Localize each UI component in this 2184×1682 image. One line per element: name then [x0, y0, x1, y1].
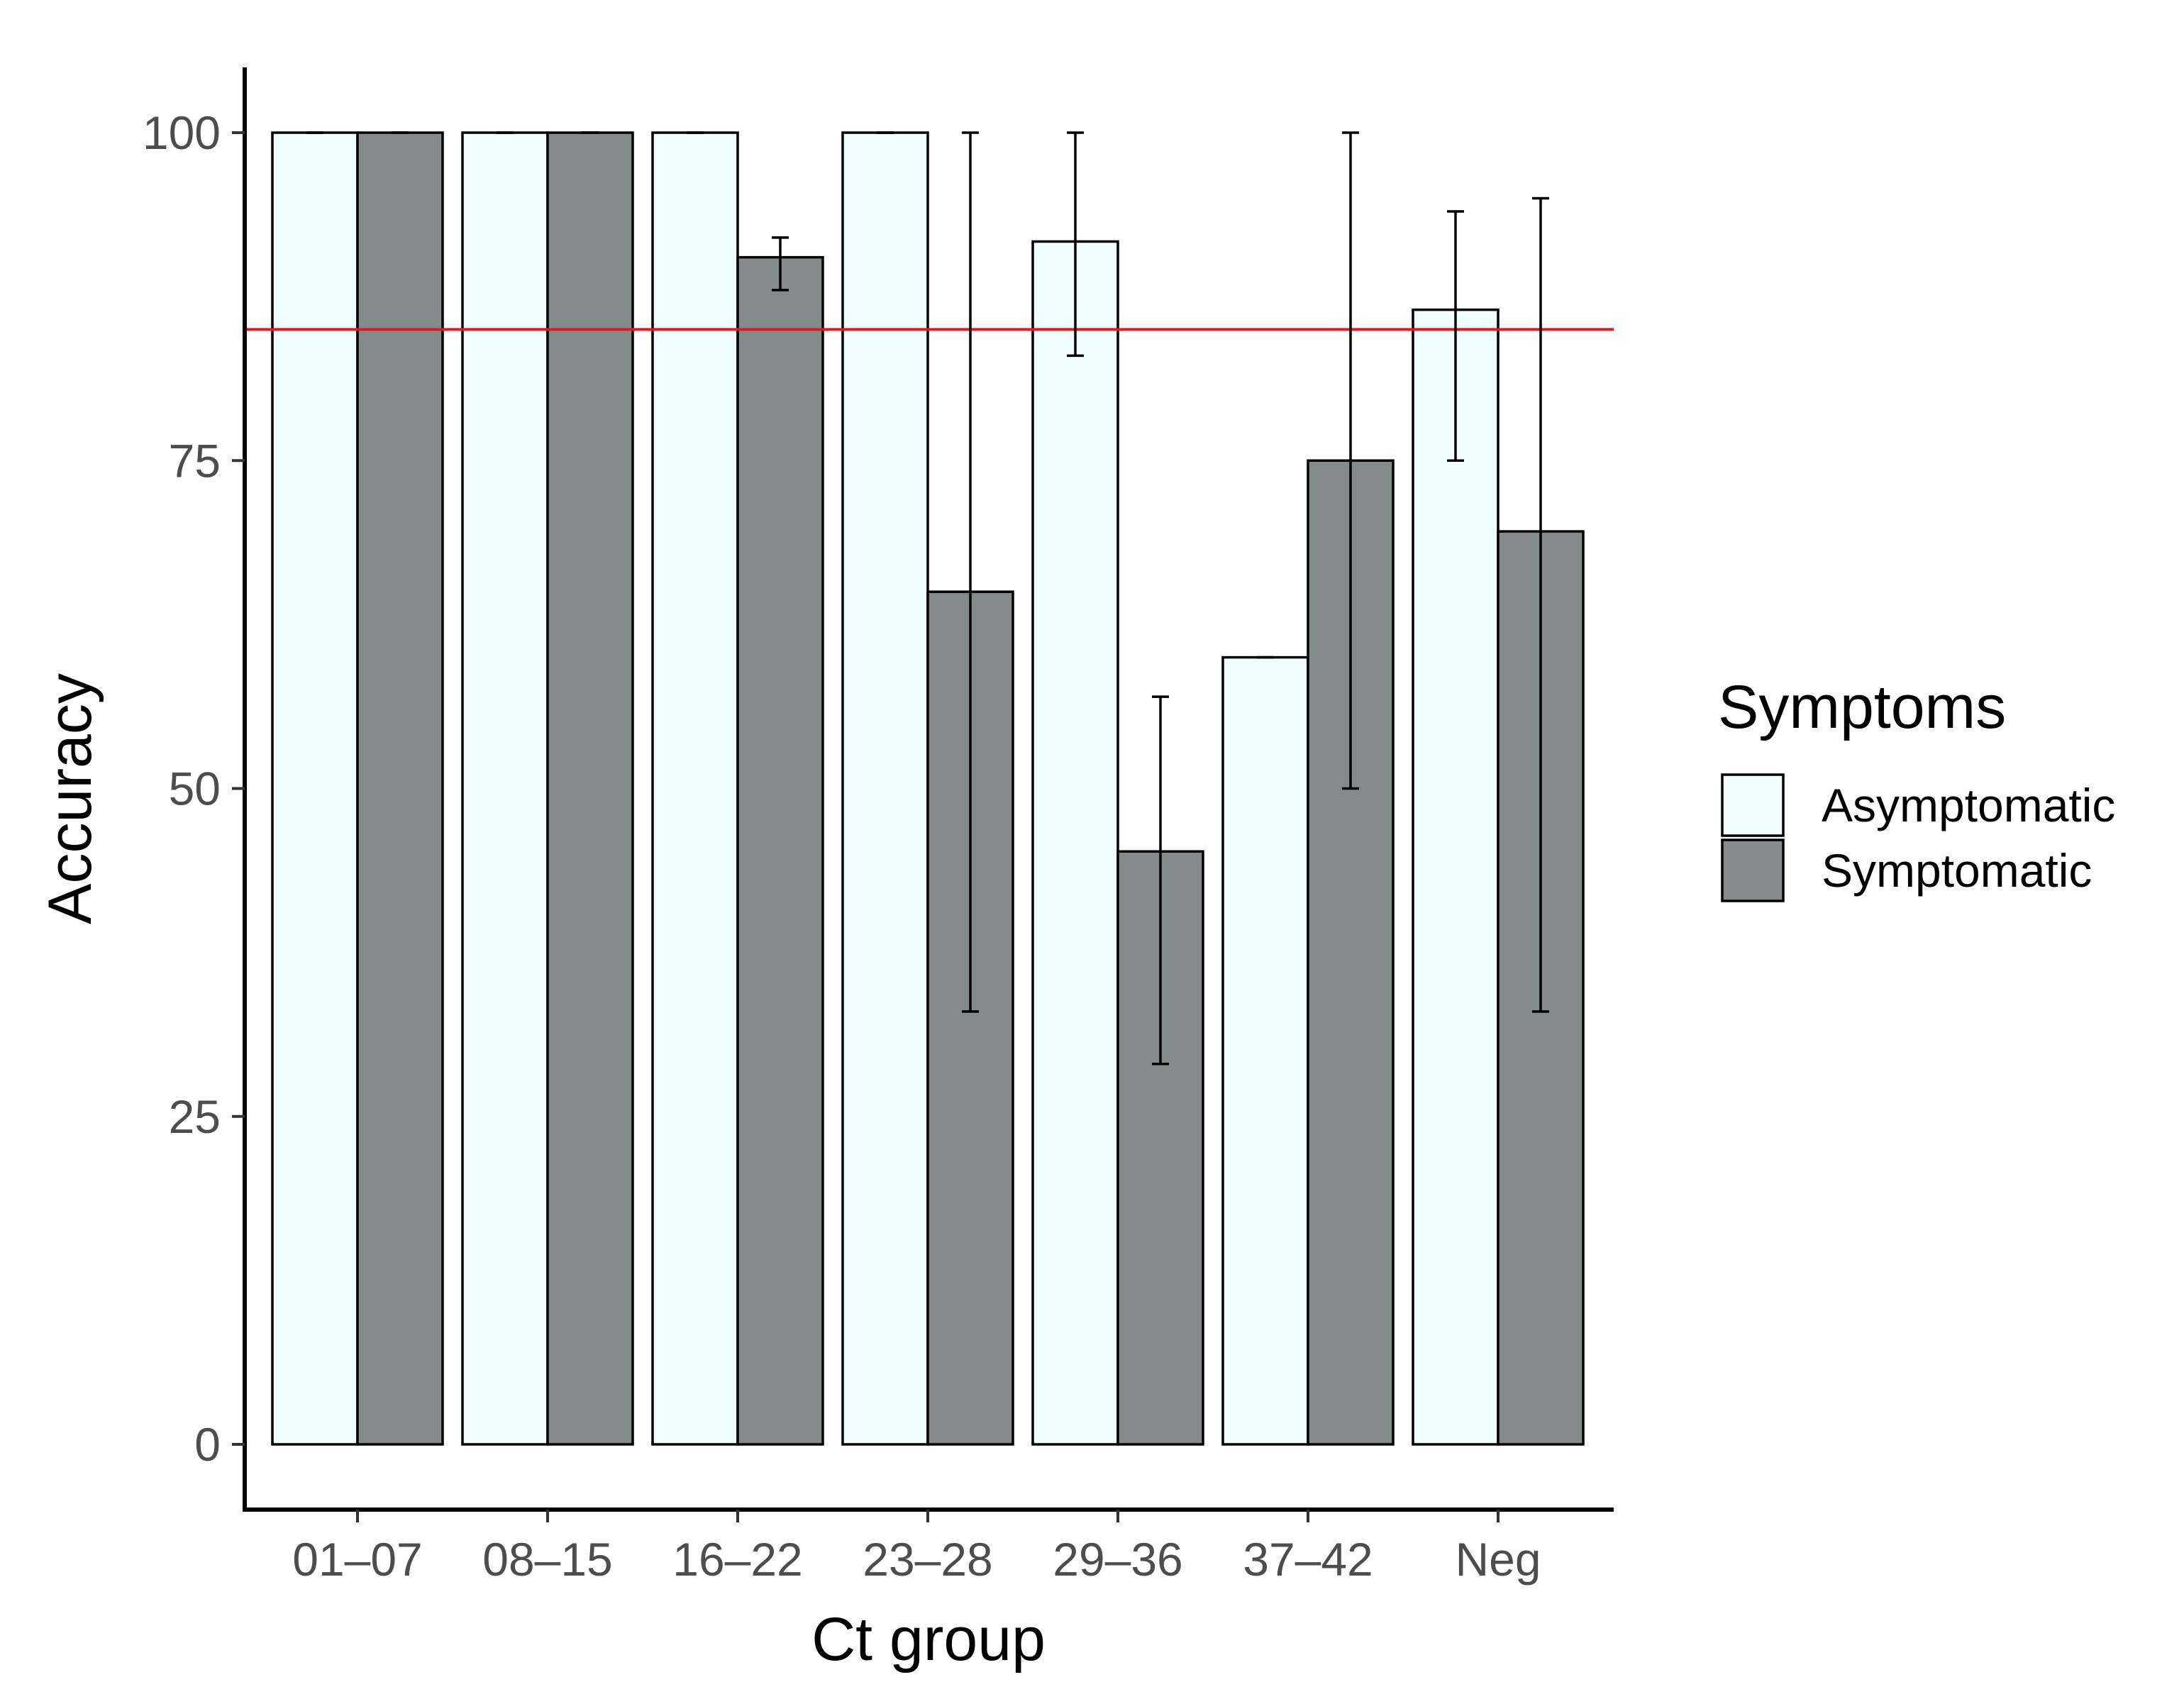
x-tick-label-08-15: 08–15 [482, 1533, 613, 1586]
error-bar-symptomatic-29-36 [1152, 695, 1169, 1066]
bar-asymptomatic-neg [1412, 308, 1500, 1446]
error-bar-symptomatic-16-22 [772, 236, 789, 292]
error-bar-asymptomatic-neg [1447, 210, 1464, 462]
legend-label-asymptomatic: Asymptomatic [1822, 779, 2115, 831]
x-tick-label-37-42: 37–42 [1243, 1533, 1373, 1586]
y-tick-label-0: 0 [194, 1418, 221, 1471]
error-bars-layer [306, 131, 1549, 1066]
legend-key-asymptomatic [1721, 773, 1785, 837]
ticks-layer: 0 25 50 75 100 01–07 08–15 16–22 23–28 29–36 37–42… [143, 106, 1541, 1586]
x-tick-label-29-36: 29–36 [1053, 1533, 1183, 1586]
error-bar-symptomatic-37-42 [1342, 131, 1359, 790]
y-tick-label-25: 25 [169, 1090, 221, 1143]
bar-symptomatic-08-15 [546, 131, 634, 1446]
x-tick-label-16-22: 16–22 [672, 1533, 803, 1586]
error-bar-symptomatic-neg [1532, 197, 1549, 1013]
x-tick-label-neg: Neg [1455, 1533, 1541, 1586]
x-axis-title: Ct group [811, 1605, 1046, 1673]
x-tick-label-01-07: 01–07 [292, 1533, 423, 1586]
bar-asymptomatic-23-28 [841, 131, 929, 1446]
x-tick-label-23-28: 23–28 [863, 1533, 993, 1586]
legend-items: Asymptomatic Symptomatic [1721, 773, 2115, 902]
bar-symptomatic-16-22 [736, 255, 824, 1446]
y-tick-label-50: 50 [169, 763, 221, 815]
bar-asymptomatic-16-22 [651, 131, 739, 1446]
y-tick-label-100: 100 [143, 106, 221, 159]
bar-asymptomatic-29-36 [1031, 240, 1119, 1446]
error-bar-asymptomatic-29-36 [1067, 131, 1084, 358]
legend-title: Symptoms [1718, 673, 2006, 741]
y-tick-label-75: 75 [169, 434, 221, 487]
y-axis-title: Accuracy [36, 673, 104, 924]
bar-asymptomatic-01-07 [271, 131, 359, 1446]
bar-asymptomatic-37-42 [1221, 655, 1309, 1446]
legend-key-symptomatic [1721, 839, 1785, 902]
bar-symptomatic-01-07 [356, 131, 444, 1446]
bars-layer [271, 131, 1585, 1446]
error-bar-symptomatic-23-28 [962, 131, 979, 1013]
legend: Symptoms Asymptomatic Symptomatic [1718, 673, 2115, 902]
legend-label-symptomatic: Symptomatic [1822, 844, 2092, 897]
